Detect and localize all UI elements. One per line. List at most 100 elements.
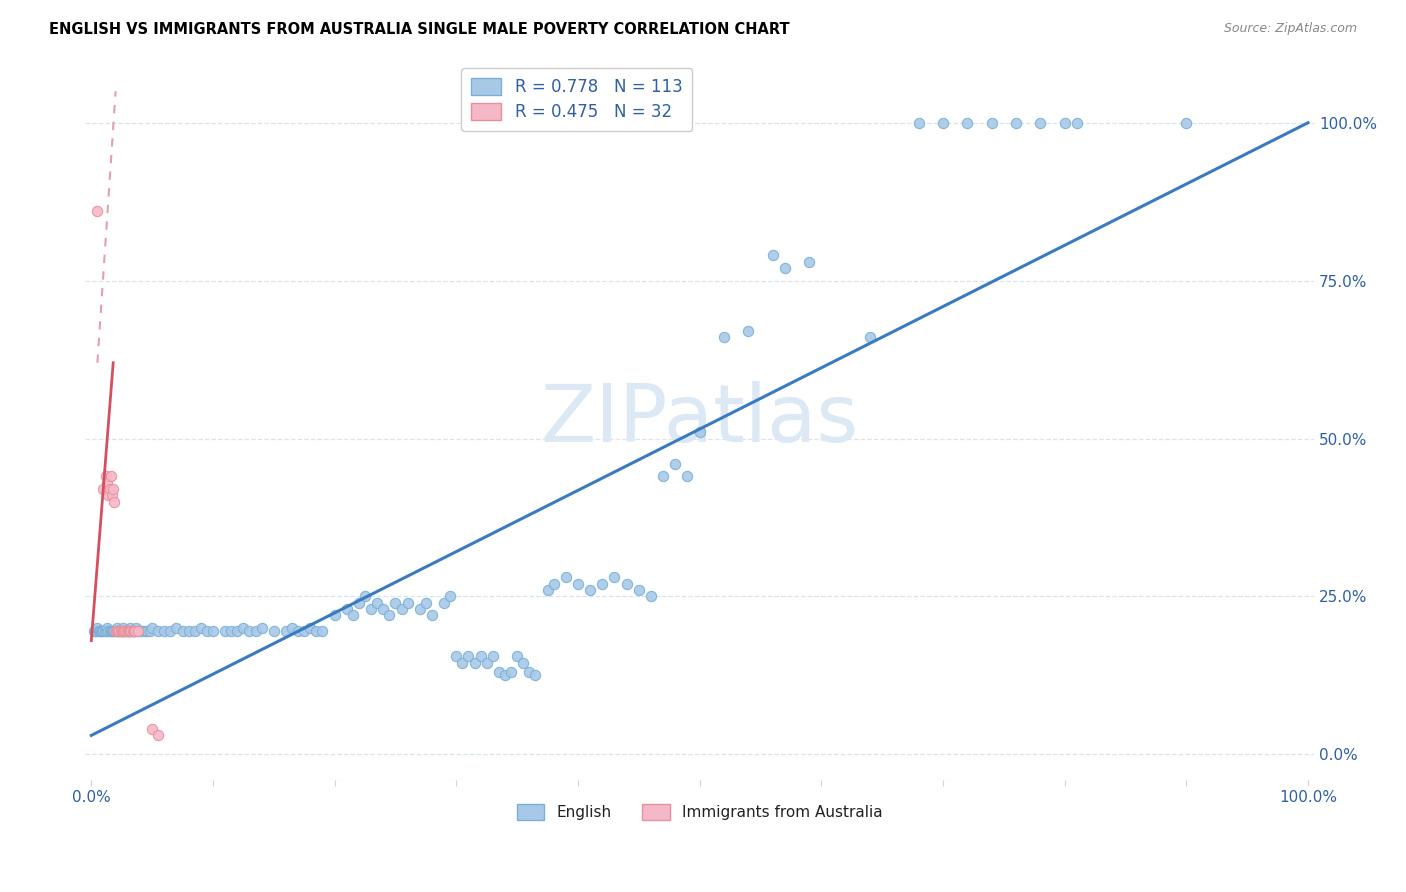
Point [488,665,510,680]
Point [737,324,759,338]
Point [111,624,134,639]
Point [148,624,170,639]
Point [219,624,242,639]
Point [120,624,142,639]
Point [305,624,328,639]
Point [108,624,131,639]
Point [112,624,135,639]
Point [93,482,115,496]
Point [689,425,711,440]
Point [1175,116,1198,130]
Point [98,482,121,496]
Point [980,116,1002,130]
Point [360,602,382,616]
Point [118,624,141,639]
Point [96,475,118,490]
Point [159,624,181,639]
Point [354,590,377,604]
Point [292,624,315,639]
Point [554,570,576,584]
Point [579,583,602,598]
Point [512,656,534,670]
Point [384,596,406,610]
Point [105,624,128,639]
Point [100,624,122,639]
Point [287,624,309,639]
Point [409,602,432,616]
Point [201,624,224,639]
Point [115,624,138,639]
Point [299,621,322,635]
Point [100,469,122,483]
Point [1005,116,1028,130]
Point [104,624,127,639]
Point [138,624,160,639]
Point [172,624,194,639]
Point [464,656,486,670]
Point [111,624,134,639]
Point [226,624,249,639]
Point [214,624,236,639]
Point [378,608,401,623]
Point [114,624,136,639]
Point [457,649,479,664]
Point [114,624,136,639]
Point [591,577,613,591]
Point [396,596,419,610]
Point [190,621,212,635]
Point [1053,116,1076,130]
Point [245,624,267,639]
Point [125,621,148,635]
Point [773,260,796,275]
Point [627,583,650,598]
Point [907,116,929,130]
Point [87,624,110,639]
Point [104,624,127,639]
Point [1029,116,1052,130]
Point [323,608,346,623]
Point [713,330,735,344]
Point [603,570,626,584]
Point [336,602,359,616]
Point [616,577,638,591]
Point [117,624,139,639]
Text: ZIPatlas: ZIPatlas [540,381,859,458]
Point [281,621,304,635]
Point [127,624,149,639]
Point [232,621,254,635]
Point [439,590,461,604]
Point [420,608,443,623]
Point [676,469,699,483]
Point [451,656,474,670]
Point [859,330,882,344]
Point [446,649,468,664]
Point [103,624,125,639]
Point [105,621,128,635]
Point [120,621,142,635]
Point [153,624,176,639]
Point [111,621,134,635]
Point [101,624,124,639]
Point [263,624,285,639]
Point [108,624,131,639]
Text: Source: ZipAtlas.com: Source: ZipAtlas.com [1223,22,1357,36]
Point [112,624,135,639]
Point [238,624,260,639]
Text: ENGLISH VS IMMIGRANTS FROM AUSTRALIA SINGLE MALE POVERTY CORRELATION CHART: ENGLISH VS IMMIGRANTS FROM AUSTRALIA SIN… [49,22,790,37]
Point [129,624,152,639]
Point [107,624,129,639]
Point [506,649,529,664]
Point [415,596,437,610]
Point [122,624,145,639]
Point [475,656,498,670]
Point [103,482,125,496]
Point [90,624,112,639]
Point [131,624,153,639]
Point [494,668,516,682]
Point [347,596,370,610]
Point [91,624,114,639]
Point [536,583,558,598]
Point [250,621,273,635]
Point [107,624,129,639]
Point [956,116,979,130]
